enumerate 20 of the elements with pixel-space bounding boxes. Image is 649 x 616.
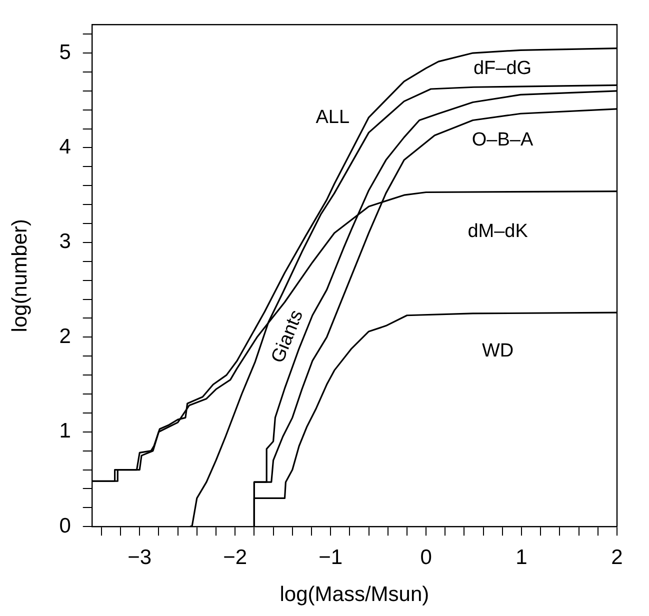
x-tick-label: 2	[611, 546, 623, 569]
series-label: dF–dG	[473, 58, 532, 79]
y-tick-label: 1	[59, 420, 71, 443]
series-label: O–B–A	[472, 129, 534, 150]
y-axis-title: log(number)	[8, 218, 32, 332]
x-tick-label: 1	[516, 546, 528, 569]
y-tick-label: 5	[59, 40, 71, 64]
x-tick-label: −3	[128, 546, 152, 569]
y-tick-label: 3	[59, 230, 71, 254]
x-tick-label: −2	[223, 546, 248, 569]
series-label: ALL	[316, 106, 350, 128]
y-tick-label: 4	[59, 136, 72, 159]
series-label: dM–dK	[468, 221, 528, 242]
text: Giants	[268, 307, 308, 366]
x-tick-label: −1	[318, 546, 343, 569]
y-tick-label: 2	[59, 324, 71, 348]
x-axis-title: log(Mass/Msun)	[280, 583, 430, 606]
series-label: WD	[482, 340, 514, 362]
y-tick-label: 0	[59, 514, 71, 538]
x-tick-label: 0	[420, 546, 432, 569]
